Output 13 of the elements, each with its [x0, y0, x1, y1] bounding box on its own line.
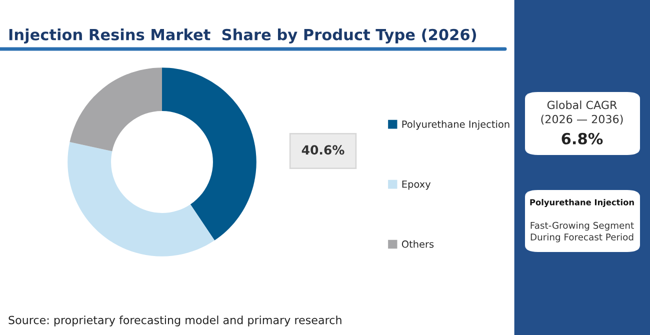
text: Polyurethane Injection	[530, 199, 634, 207]
chart-title: Injection Resins Market Share by Product Type (2026)	[9, 28, 476, 44]
donut-slice	[70, 68, 162, 152]
legend-label: Polyurethane Injection	[402, 120, 510, 130]
donut-slice	[68, 142, 215, 256]
text: Fast-Growing Segment During Forecast Period	[530, 222, 634, 242]
data-label: 40.6%	[302, 145, 344, 155]
donut-slice	[162, 68, 256, 240]
text: Global CAGR (2026 — 2036)	[541, 100, 623, 125]
source-note: Source: proprietary forecasting model and primary research	[8, 316, 342, 326]
text: 6.8%	[562, 132, 603, 144]
legend-label: Epoxy	[402, 180, 431, 190]
legend-label: Others	[402, 240, 434, 248]
